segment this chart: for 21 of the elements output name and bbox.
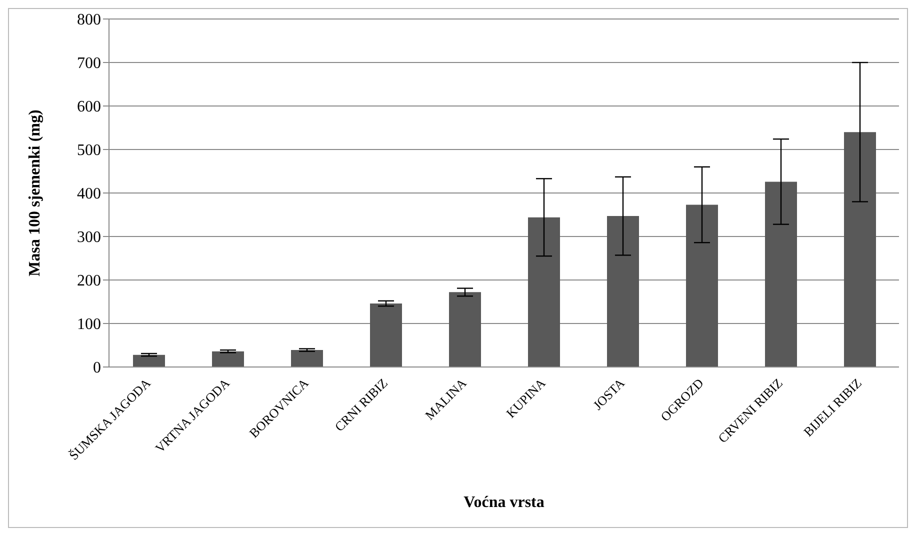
bar [607,216,639,367]
y-tick-label: 100 [77,316,101,334]
y-tick-label: 500 [77,142,101,160]
y-tick-label: 700 [77,55,101,72]
bar [765,182,797,367]
y-tick-label: 200 [77,272,101,290]
x-axis-title: Voćna vrsta [464,494,544,511]
y-tick-label: 0 [93,360,101,377]
bar [449,292,481,367]
y-axis-title: Masa 100 sjemenki (mg) [26,110,44,276]
bar [686,204,718,367]
y-tick-label: 400 [77,186,101,203]
bar [133,354,165,367]
bar [844,132,876,367]
bar [212,351,244,367]
y-tick-label: 600 [77,98,101,116]
y-tick-label: 300 [77,229,101,246]
bar [528,217,560,367]
bar [370,303,402,367]
y-tick-label: 800 [77,12,101,29]
bar [291,350,323,367]
